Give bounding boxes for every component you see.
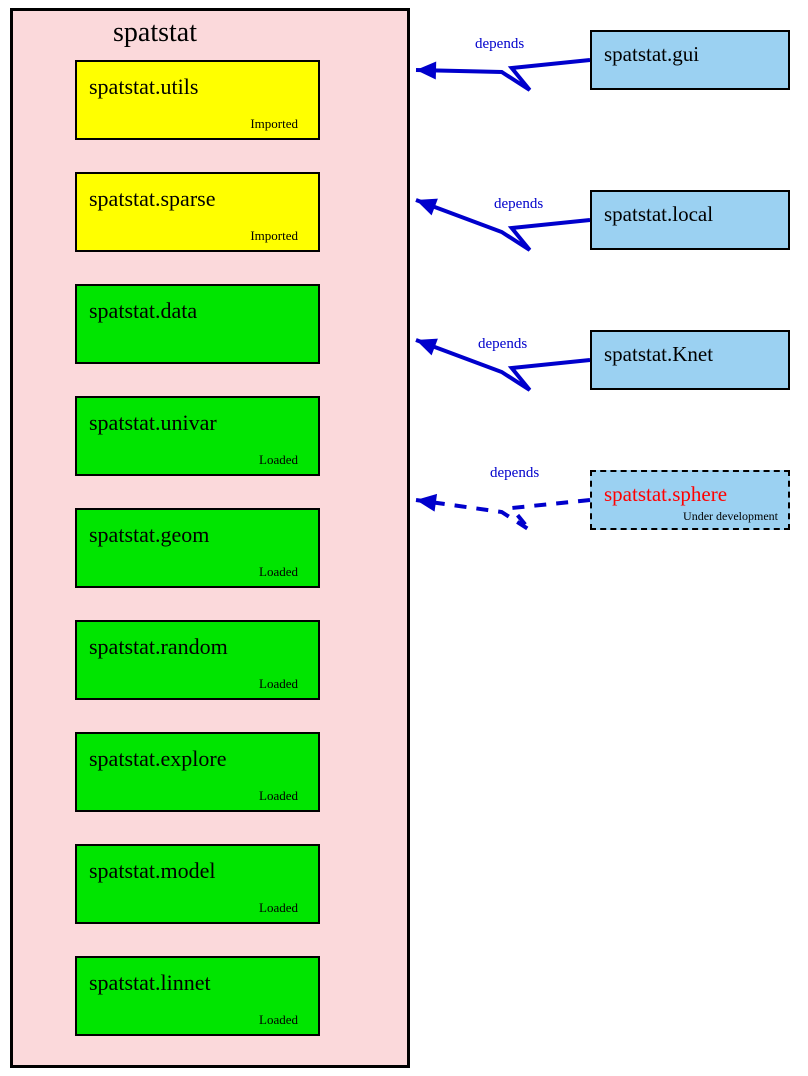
package-status: Imported (250, 116, 298, 132)
arrowhead-icon (416, 339, 438, 356)
diagram-canvas: spatstat spatstat.utilsImportedspatstat.… (0, 0, 808, 1076)
package-box-model: spatstat.model Loaded (75, 844, 320, 924)
package-label: spatstat.geom (89, 522, 209, 548)
depends-label: depends (478, 336, 527, 353)
package-box-data: spatstat.data (75, 284, 320, 364)
arrowhead-icon (416, 199, 438, 216)
package-box-utils: spatstat.utils Imported (75, 60, 320, 140)
extension-box-gui: spatstat.gui (590, 30, 790, 90)
umbrella-title: spatstat (113, 17, 197, 49)
extension-box-sphere: spatstat.sphere Under development (590, 470, 790, 530)
extension-box-local: spatstat.local (590, 190, 790, 250)
package-label: spatstat.utils (89, 74, 198, 100)
arrowhead-icon (416, 494, 437, 512)
depends-label: depends (494, 196, 543, 213)
package-box-linnet: spatstat.linnet Loaded (75, 956, 320, 1036)
package-label: spatstat.random (89, 634, 228, 660)
package-box-sparse: spatstat.sparse Imported (75, 172, 320, 252)
extension-status: Under development (683, 509, 778, 524)
package-status: Loaded (259, 900, 298, 916)
package-label: spatstat.model (89, 858, 215, 884)
depends-arrow-gui (416, 60, 590, 90)
package-status: Loaded (259, 452, 298, 468)
package-status: Imported (250, 228, 298, 244)
package-box-geom: spatstat.geom Loaded (75, 508, 320, 588)
package-box-random: spatstat.random Loaded (75, 620, 320, 700)
extension-label: spatstat.sphere (604, 482, 727, 507)
package-box-univar: spatstat.univar Loaded (75, 396, 320, 476)
package-status: Loaded (259, 564, 298, 580)
package-status: Loaded (259, 1012, 298, 1028)
package-status: Loaded (259, 676, 298, 692)
extension-label: spatstat.local (604, 202, 713, 227)
depends-label: depends (475, 36, 524, 53)
package-label: spatstat.explore (89, 746, 226, 772)
depends-arrow-sphere (416, 500, 590, 530)
extension-label: spatstat.Knet (604, 342, 713, 367)
package-label: spatstat.univar (89, 410, 217, 436)
package-box-explore: spatstat.explore Loaded (75, 732, 320, 812)
package-label: spatstat.linnet (89, 970, 211, 996)
package-label: spatstat.data (89, 298, 197, 324)
package-label: spatstat.sparse (89, 186, 215, 212)
package-status: Loaded (259, 788, 298, 804)
extension-label: spatstat.gui (604, 42, 699, 67)
extension-box-knet: spatstat.Knet (590, 330, 790, 390)
arrowhead-icon (416, 61, 436, 79)
depends-label: depends (490, 465, 539, 482)
